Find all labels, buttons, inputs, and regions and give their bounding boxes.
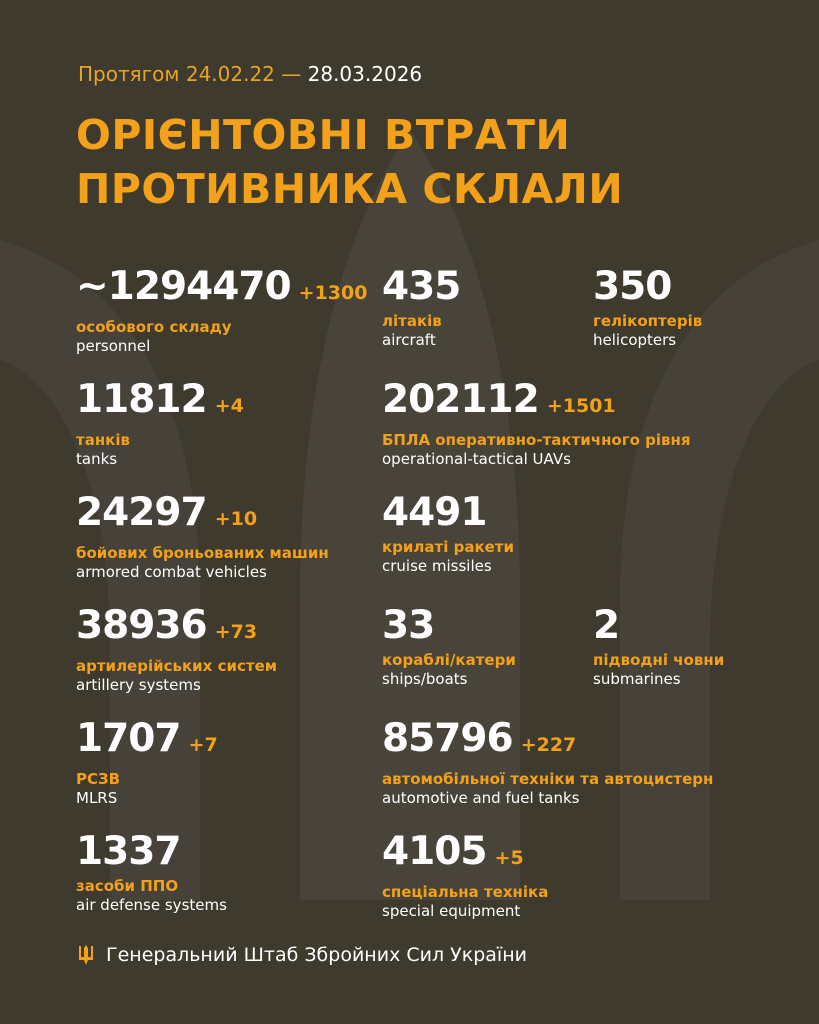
stat-ships: 33 кораблі/катери ships/boats [382,603,516,689]
stat-submarines: 2 підводні човни submarines [593,603,725,689]
stat-special-equipment: 4105 +5 спеціальна техніка special equipmen… [382,829,549,921]
stat-acv: 24297 +10 бойових броньованих машин armored… [76,490,329,582]
stat-personnel: ~1294470 +1300 особового складу personnel [76,264,368,356]
stat-uavs: 202112 +1501 БПЛА оперативно-тактичного рі… [382,377,691,469]
footer: Генеральний Штаб Збройних Сил України [78,944,527,966]
trident-icon [79,945,93,965]
period: Протягом 24.02.22 — 28.03.2026 [78,62,423,86]
stat-cruise-missiles: 4491 крилаті ракети cruise missiles [382,490,515,576]
stat-vehicles: 85796 +227 автомобільної техніки та автоци… [382,716,714,808]
stat-mlrs: 1707 +7 РСЗВ MLRS [76,716,218,808]
stat-tanks: 11812 +4 танків tanks [76,377,244,469]
stat-helicopters: 350 гелікоптерів helicopters [593,264,703,350]
footer-text: Генеральний Штаб Збройних Сил України [106,944,527,966]
page-title: ОРІЄНТОВНІ ВТРАТИ ПРОТИВНИКА СКЛАЛИ [76,111,624,213]
stat-aircraft: 435 літаків aircraft [382,264,461,350]
stat-air-defense: 1337 засоби ППО air defense systems [76,829,227,915]
stat-artillery: 38936 +73 артилерійських систем artillery s… [76,603,277,695]
